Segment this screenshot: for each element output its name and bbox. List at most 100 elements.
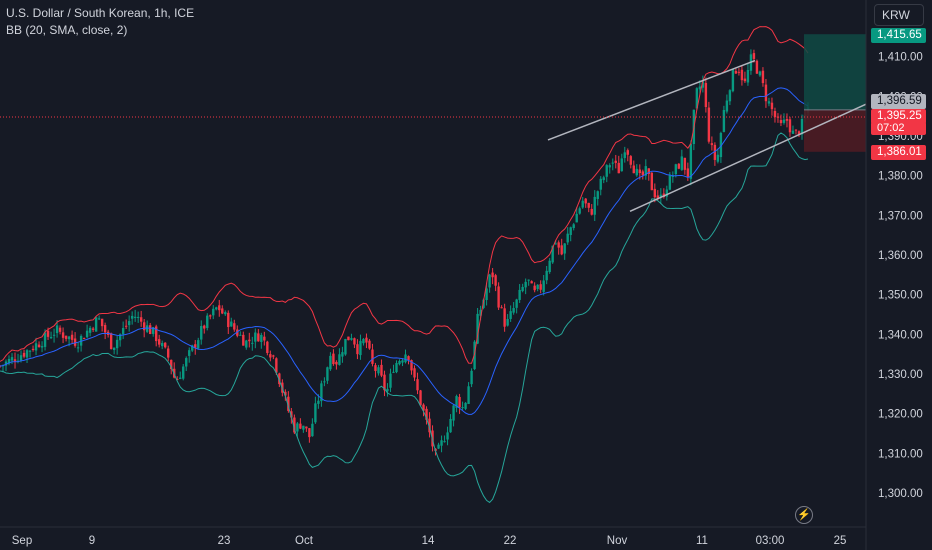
candle-body [115,339,119,349]
channel-lower-line [629,103,867,213]
candle-body [218,305,221,311]
time-tick-label: 9 [89,535,95,547]
candle-body [359,340,362,356]
candle-body [112,347,116,350]
currency-button[interactable]: KRW [874,4,924,26]
target-zone [804,34,866,110]
candle-body [716,154,720,162]
time-tick-label: 03:00 [756,535,785,547]
candle-body [752,53,756,59]
candle-body [521,286,524,292]
price-tick-label: 1,380.00 [878,171,923,183]
candle-body [157,339,161,345]
candle-body [620,158,623,172]
candle-body [377,367,380,374]
candle-body [305,426,308,429]
candle-body [512,308,515,313]
candle-body [419,390,422,406]
candle-body [266,341,269,353]
lightning-icon[interactable]: ⚡ [795,506,813,524]
candle-body [374,365,377,371]
candle-body [443,441,446,443]
price-tick-label: 1,370.00 [878,210,923,222]
candle-body [320,383,323,402]
candle-body [133,316,137,318]
candle-body [773,111,777,118]
candle-body [437,444,440,449]
candle-body [758,71,762,76]
time-tick-label: Sep [12,535,32,547]
candle-body [407,356,410,361]
candle-body [494,275,497,286]
candle-body [623,152,626,159]
candle-body [341,352,344,357]
candle-body [287,396,290,411]
candle-body [560,245,563,255]
candle-body [227,312,230,328]
time-tick-label: 22 [504,535,517,547]
candle-body [151,327,155,334]
candle-body [686,168,690,177]
candle-body [638,169,641,174]
candle-body [611,162,614,164]
candle-body [488,274,491,288]
candle-body [85,330,89,338]
candle-body [653,188,657,198]
candle-body [263,336,266,341]
candle-body [533,285,536,291]
candle-body [584,198,587,204]
candle-body [470,370,473,385]
candle-body [257,333,260,342]
candle-body [335,361,338,365]
time-axis[interactable]: Sep 9 23 Oct 14 22 Nov 11 03:00 25 [12,535,847,547]
candle-body [389,373,392,388]
candle-body [302,425,305,430]
indicator-label[interactable]: BB (20, SMA, close, 2) [6,23,128,37]
candle-body [139,317,143,322]
candle-body [656,195,660,199]
candle-body [164,342,167,348]
candle-body [479,309,482,316]
candle-body [659,194,663,198]
candle-body [557,242,560,248]
candle-body [401,360,404,363]
candle-body [743,78,747,82]
candle-body [788,119,792,133]
stop-zone [804,109,866,152]
candle-body [203,325,206,329]
candle-body [626,150,629,155]
candle-body [740,69,744,81]
candle-body [596,191,599,199]
candle-body [587,202,590,208]
candle-body [536,284,539,289]
candle-body [206,315,209,329]
candle-body [572,224,575,229]
candle-body [148,325,152,334]
candle-body [13,359,17,362]
candle-body [52,334,56,336]
candle-body [49,336,53,339]
candle-body [590,208,593,215]
candle-body [563,243,566,254]
candle-body [425,408,428,420]
drawing-overlays-layer [547,34,867,213]
candle-body [308,428,311,438]
candle-body [575,213,578,223]
candle-body [737,71,741,73]
price-tick-label: 1,310.00 [878,448,923,460]
candle-body [314,403,317,423]
candle-body [404,354,407,363]
candle-body [185,358,188,367]
candle-body [179,377,182,379]
candle-body [491,272,494,278]
symbol-title[interactable]: U.S. Dollar / South Korean, 1h, ICE [6,6,195,20]
candle-body [395,363,398,373]
candle-body [734,70,738,74]
bb-basis-line [0,87,809,415]
candle-body [194,344,197,348]
candle-body [386,388,389,392]
candle-body [170,359,173,370]
candle-body [22,352,26,357]
candle-body [353,338,356,345]
